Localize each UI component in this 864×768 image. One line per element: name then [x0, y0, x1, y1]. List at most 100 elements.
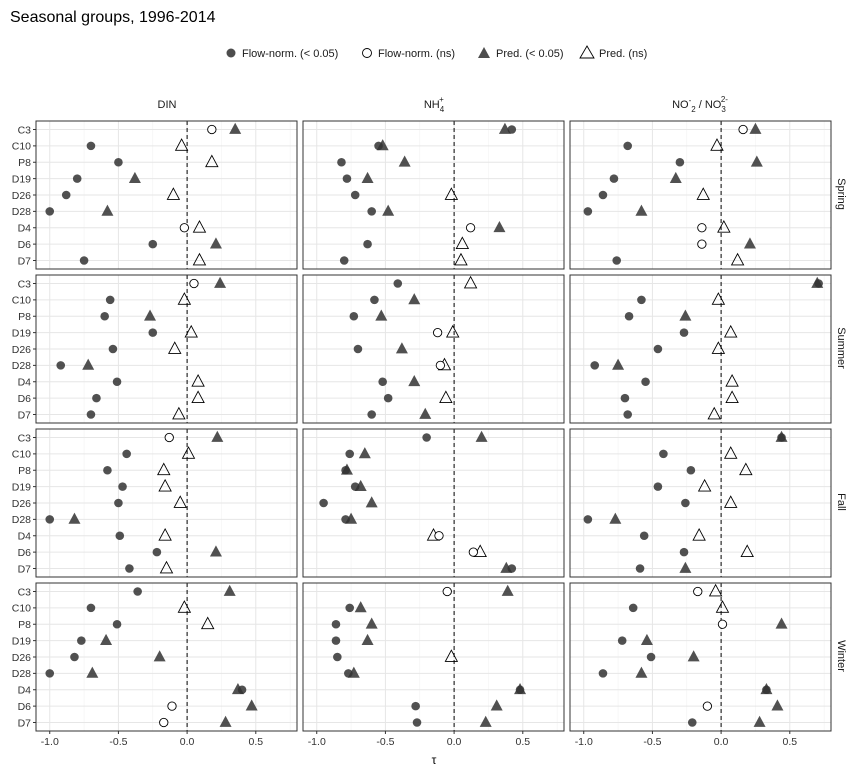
pred-point-d7 — [172, 406, 186, 420]
x-tick-label: 0.0 — [714, 736, 729, 748]
flow-norm-point-d28 — [45, 515, 55, 524]
flow-norm-point-d28 — [435, 360, 446, 371]
panel-border — [569, 428, 832, 578]
pred-point-d28 — [612, 358, 625, 370]
y-tick-label: D7 — [18, 255, 32, 267]
y-tick-label: D6 — [18, 547, 32, 559]
flow-norm-point-d28 — [583, 515, 593, 524]
flow-norm-point-d6 — [679, 547, 689, 557]
flow-norm-point-p8 — [675, 157, 685, 167]
pred-point-d4 — [493, 220, 506, 233]
flow-norm-point-c3 — [189, 278, 199, 289]
panel-summer-nh4 — [302, 274, 565, 424]
pred-point-d19 — [723, 324, 738, 338]
flow-norm-point-p8 — [349, 311, 359, 321]
y-tick-label: C10 — [12, 141, 31, 153]
pred-point-p8 — [775, 617, 788, 629]
flow-norm-point-d6 — [702, 701, 713, 711]
flow-norm-point-d28 — [344, 669, 353, 678]
pred-point-c10 — [408, 293, 421, 305]
flow-norm-point-d7 — [125, 564, 134, 573]
pred-point-d19 — [128, 171, 141, 184]
y-tick-label: C3 — [18, 124, 32, 136]
panel-border — [302, 120, 565, 270]
flow-norm-point-c3 — [393, 279, 403, 288]
flow-norm-point-c10 — [628, 603, 638, 613]
flow-norm-point-d6 — [697, 239, 707, 249]
y-tick-label: D19 — [12, 481, 31, 493]
y-tick-label: D4 — [18, 223, 32, 235]
flow-norm-point-d26 — [319, 498, 328, 508]
flow-norm-point-d26 — [681, 498, 690, 508]
panel-border — [302, 428, 565, 578]
pred-point-p8 — [144, 309, 157, 321]
pred-point-c10 — [715, 600, 730, 613]
pred-point-d7 — [707, 406, 721, 420]
y-tick-label: D6 — [18, 239, 32, 251]
pred-point-d26 — [444, 187, 459, 200]
flow-norm-point-d19 — [118, 482, 127, 491]
flow-norm-point-c10 — [374, 141, 383, 151]
flow-norm-point-d19 — [77, 636, 86, 645]
x-tick-label: -1.0 — [41, 736, 59, 748]
panel-border — [35, 428, 298, 578]
flow-norm-point-p8 — [717, 619, 728, 629]
flow-norm-point-d4 — [697, 223, 707, 233]
pred-point-c3 — [214, 276, 227, 288]
pred-point-d28 — [635, 204, 648, 216]
pred-point-c10 — [711, 292, 726, 305]
pred-point-d6 — [245, 699, 258, 711]
panel-border — [35, 274, 298, 424]
flow-norm-point-d6 — [468, 547, 478, 557]
pred-point-d6 — [439, 390, 453, 403]
strip-spring: Spring — [835, 178, 847, 210]
legend-key-pred-ns-icon — [579, 45, 595, 59]
pred-point-d7 — [753, 715, 766, 727]
pred-point-d26 — [167, 341, 182, 354]
flow-norm-point-d4 — [641, 377, 650, 387]
flow-norm-point-c3 — [738, 124, 748, 135]
flow-norm-point-d4 — [762, 685, 771, 695]
pred-point-d26 — [711, 341, 726, 354]
flow-norm-point-p8 — [686, 465, 696, 475]
panel-border — [35, 120, 298, 270]
pred-point-d26 — [173, 495, 187, 508]
y-tick-label: D26 — [12, 190, 31, 202]
pred-point-d26 — [365, 496, 378, 508]
panel-winter-nh4: -1.0 -0.5 0.0 0.5 — [302, 582, 565, 748]
flow-norm-point-c3 — [693, 586, 703, 597]
flow-norm-point-c10 — [370, 295, 379, 305]
flow-norm-point-d4 — [115, 531, 125, 541]
flow-norm-point-c3 — [814, 279, 823, 288]
pred-point-c10 — [723, 446, 738, 459]
flow-norm-point-d6 — [167, 701, 177, 711]
pred-point-p8 — [365, 617, 378, 629]
flow-norm-point-d4 — [179, 223, 190, 233]
flow-norm-point-d28 — [583, 207, 593, 216]
flow-norm-point-d28 — [598, 669, 608, 678]
flow-norm-point-d4 — [465, 223, 476, 233]
flow-norm-point-d19 — [72, 174, 82, 183]
flow-norm-point-d19 — [342, 174, 352, 183]
y-tick-label: P8 — [18, 311, 31, 323]
y-tick-label: D4 — [18, 377, 32, 389]
x-tick-label: 0.5 — [248, 736, 263, 748]
legend-label-pred-sig: Pred. (< 0.05) — [496, 48, 564, 60]
pred-point-d28 — [82, 358, 95, 370]
pred-point-p8 — [205, 154, 219, 168]
y-tick-label: D7 — [18, 717, 32, 729]
flow-norm-point-d6 — [620, 393, 630, 403]
pred-point-c10 — [354, 601, 367, 613]
flow-norm-point-d26 — [646, 652, 656, 662]
flow-norm-point-d28 — [341, 515, 350, 524]
pred-point-d26 — [153, 650, 166, 662]
legend-key-flow-norm-ns-icon — [362, 48, 372, 58]
pred-point-c10 — [710, 138, 724, 151]
flow-norm-point-p8 — [103, 465, 112, 475]
pred-point-d4 — [408, 374, 421, 387]
flow-norm-point-d19 — [617, 636, 627, 645]
legend: Flow-norm. (< 0.05) Flow-norm. (ns) Pred… — [226, 45, 647, 60]
flow-norm-point-d7 — [687, 718, 697, 727]
pred-point-d4 — [725, 373, 739, 387]
